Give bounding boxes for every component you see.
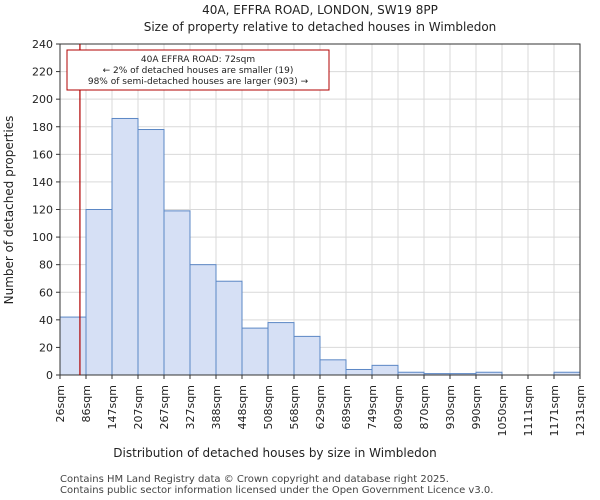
bar-568sqm (293, 335, 321, 376)
x-tick-label-448sqm: 448sqm (236, 385, 249, 429)
annotation-box (66, 49, 330, 91)
x-tick-label-327sqm: 327sqm (184, 385, 197, 429)
bar-267sqm (163, 210, 191, 376)
annotation-line-1: 40A EFFRA ROAD: 72sqm (141, 55, 255, 65)
x-tick-label-388sqm: 388sqm (210, 385, 223, 429)
chart-title: 40A, EFFRA ROAD, LONDON, SW19 8PP (202, 3, 438, 17)
bar-388sqm (215, 280, 243, 376)
y-tick-label: 60 (39, 286, 53, 299)
x-tick-label-267sqm: 267sqm (158, 385, 171, 429)
y-axis-ticks: 0 20 40 60 80 100 120 140 160 180 200 220 240 (32, 38, 60, 382)
x-tick-label-147sqm: 147sqm (106, 385, 119, 429)
y-tick-label: 0 (46, 369, 53, 382)
bar-327sqm (189, 264, 217, 376)
x-axis-ticks: 26sqm 86sqm 147sqm 207sqm 267sqm 327sqm 388sqm… (54, 375, 587, 436)
x-axis-label: Distribution of detached houses by size … (113, 446, 436, 460)
x-tick-label-207sqm: 207sqm (132, 385, 145, 429)
y-tick-label: 80 (39, 259, 53, 272)
bar-508sqm (267, 322, 295, 376)
y-tick-label: 240 (32, 38, 53, 51)
x-tick-label-990sqm: 990sqm (470, 385, 483, 429)
x-tick-label-809sqm: 809sqm (392, 385, 405, 429)
bar-448sqm (241, 327, 269, 376)
x-tick-label-568sqm: 568sqm (288, 385, 301, 429)
bar-147sqm (111, 117, 139, 376)
annotation-line-2: ← 2% of detached houses are smaller (19) (103, 66, 294, 76)
y-tick-label: 200 (32, 93, 53, 106)
x-tick-label-1111sqm: 1111sqm (522, 385, 535, 436)
bar-629sqm (319, 359, 347, 376)
y-tick-label: 220 (32, 66, 53, 79)
y-tick-label: 100 (32, 231, 53, 244)
y-tick-label: 120 (32, 204, 53, 217)
bar-86sqm (85, 209, 113, 376)
marker-annotation: 40A EFFRA ROAD: 72sqm ← 2% of detached h… (66, 49, 330, 91)
bars-group (59, 117, 581, 376)
y-tick-label: 180 (32, 121, 53, 134)
y-tick-label: 40 (39, 314, 53, 327)
y-tick-label: 140 (32, 176, 53, 189)
bar-749sqm (371, 364, 399, 376)
x-tick-label-508sqm: 508sqm (262, 385, 275, 429)
x-tick-label-26sqm: 26sqm (54, 385, 67, 422)
x-tick-label-1050sqm: 1050sqm (496, 385, 509, 436)
annotation-line-3: 98% of semi-detached houses are larger (… (88, 77, 309, 87)
x-tick-label-749sqm: 749sqm (366, 385, 379, 429)
footer-licence: Contains public sector information licen… (60, 485, 494, 496)
footer-copyright: Contains HM Land Registry data © Crown c… (60, 474, 449, 485)
chart-subtitle: Size of property relative to detached ho… (144, 20, 497, 34)
bar-207sqm (137, 129, 165, 376)
x-tick-label-86sqm: 86sqm (80, 385, 93, 422)
x-tick-label-629sqm: 629sqm (314, 385, 327, 429)
x-tick-label-689sqm: 689sqm (340, 385, 353, 429)
x-tick-label-870sqm: 870sqm (418, 385, 431, 429)
y-tick-label: 160 (32, 148, 53, 161)
bar-26sqm (59, 316, 87, 376)
y-tick-label: 20 (39, 341, 53, 354)
x-tick-label-1231sqm: 1231sqm (574, 385, 587, 436)
bar-689sqm (345, 368, 373, 376)
x-tick-label-1171sqm: 1171sqm (548, 385, 561, 436)
y-axis-label: Number of detached properties (2, 116, 16, 305)
x-tick-label-930sqm: 930sqm (444, 385, 457, 429)
